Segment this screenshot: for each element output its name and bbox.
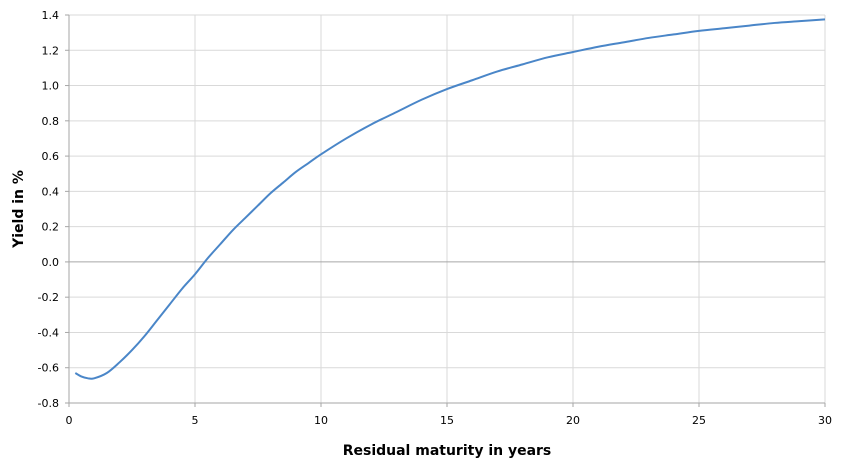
y-tick-label: 0.0 [42, 256, 60, 269]
y-tick-label: -0.6 [38, 362, 59, 375]
yield-series-line [74, 18, 826, 380]
x-tick-label: 5 [192, 414, 199, 427]
axes [65, 14, 826, 407]
y-tick-label: 1.0 [42, 80, 60, 93]
x-tick-label: 25 [692, 414, 706, 427]
y-tick-label: 0.2 [42, 221, 60, 234]
y-tick-label: 0.6 [42, 150, 60, 163]
y-tick-label: 1.2 [42, 44, 60, 57]
x-tick-label: 30 [818, 414, 832, 427]
x-axis-title: Residual maturity in years [343, 443, 552, 459]
y-tick-label: 1.4 [42, 9, 60, 22]
y-axis-title: Yield in % [11, 170, 27, 249]
y-tick-label: -0.4 [38, 326, 59, 339]
y-tick-label: 0.4 [42, 185, 60, 198]
tick-labels: 0 5 10 15 20 25 30 1.4 1.2 1.0 0.8 0.6 0.4 0.2 0.0 -0.2… [38, 9, 832, 427]
x-tick-label: 0 [66, 414, 73, 427]
y-tick-label: 0.8 [42, 115, 60, 128]
x-tick-label: 10 [314, 414, 328, 427]
grid-lines [68, 14, 826, 404]
y-tick-label: -0.8 [38, 397, 59, 410]
x-tick-label: 20 [566, 414, 580, 427]
y-tick-label: -0.2 [38, 291, 59, 304]
x-tick-label: 15 [440, 414, 454, 427]
